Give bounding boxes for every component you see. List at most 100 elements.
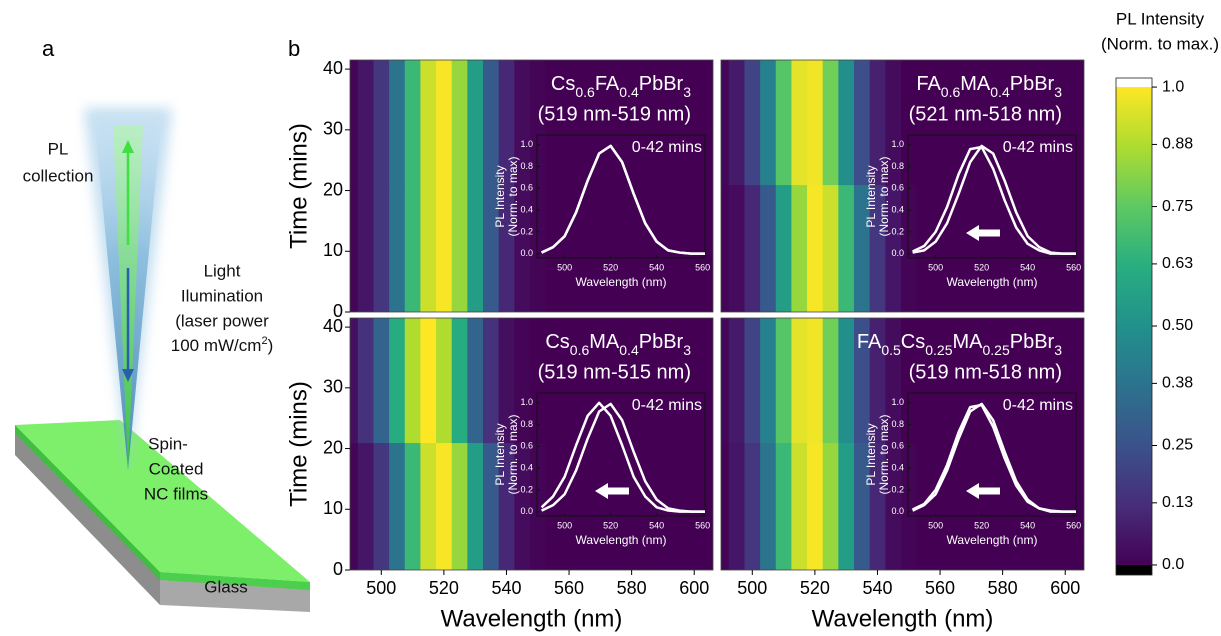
heatmap-cell: [545, 318, 562, 444]
y-tick-label: 40: [323, 316, 343, 336]
title-subscript: 0.6: [941, 84, 961, 100]
inset-x-tick-label: 560: [1066, 520, 1081, 530]
heatmap-cell: [404, 184, 422, 312]
x-tick-label: 580: [617, 578, 647, 598]
heatmap-cell: [728, 442, 746, 570]
inset-y-tick-label: 1.0: [891, 397, 904, 407]
heatmap-cell: [838, 442, 855, 570]
y-tick-label: 30: [323, 377, 343, 397]
heatmap-cell: [655, 442, 672, 570]
heatmap-cell: [482, 184, 500, 312]
plot-frame: [720, 317, 1085, 571]
heatmap-cell: [900, 60, 918, 186]
y-tick-label: 0: [333, 301, 343, 321]
annotation-part: ): [268, 336, 274, 355]
heatmap-cell: [350, 442, 359, 570]
heatmap-cell: [467, 184, 484, 312]
heatmap-cell: [791, 60, 808, 186]
heatmap-cell: [404, 60, 422, 186]
heatmap: [350, 60, 713, 312]
heatmap-cell: [592, 184, 609, 312]
heatmap-cell: [451, 60, 468, 186]
heatmap-cell: [545, 60, 562, 186]
heatmap-cell: [498, 60, 515, 186]
annotation: 100 mW/cm2): [171, 335, 273, 356]
heatmap: [721, 318, 1084, 570]
title-part: PbBr: [1010, 331, 1055, 353]
heatmap-cell: [623, 184, 641, 312]
heatmap-cell: [670, 442, 688, 570]
colorbar-tick-label: 1.0: [1162, 78, 1184, 95]
title-subscript: 3: [683, 342, 691, 358]
heatmap-cell: [1073, 60, 1084, 186]
heatmap-cell: [885, 318, 902, 444]
slab-side: [15, 425, 160, 605]
inset-annotation: 0-42 mins: [632, 397, 702, 414]
heatmap-cell: [791, 442, 808, 570]
heatmap-cell: [916, 318, 933, 444]
heatmap-cell: [1057, 442, 1074, 570]
colorbar-tick-label: 0.50: [1162, 317, 1193, 334]
heatmap-cell: [623, 60, 641, 186]
annotation: (laser power: [175, 311, 269, 330]
heatmap-cell: [373, 318, 390, 444]
inset-y-tick-label: 0.8: [520, 419, 533, 429]
heatmap-cell: [420, 318, 437, 444]
heatmap-cell: [994, 184, 1012, 312]
heatmap-cell: [822, 318, 839, 444]
heatmap-cell: [350, 60, 359, 186]
heatmap-cell: [728, 60, 746, 186]
heatmap-cell: [994, 318, 1012, 444]
inset-y-tick-label: 0.2: [520, 226, 533, 236]
title-part: FA: [595, 73, 620, 95]
plot-frame: [720, 59, 1085, 313]
title-subscript: 0.4: [990, 84, 1010, 100]
title-part: MA: [589, 331, 620, 353]
heatmap-cell: [514, 184, 531, 312]
inset-y-tick-label: 0.8: [891, 419, 904, 429]
heatmap-cell: [686, 442, 703, 570]
heatmap-cell: [979, 442, 996, 570]
y-tick-label: 10: [323, 498, 343, 518]
heatmap-cell: [592, 442, 609, 570]
plot-frame: [349, 317, 714, 571]
inset-annotation: 0-42 mins: [1003, 139, 1073, 156]
heatmap-cell: [670, 60, 688, 186]
inset-x-tick-label: 500: [928, 262, 943, 272]
inset-x-tick-label: 560: [695, 262, 710, 272]
heatmap-cell: [451, 318, 468, 444]
heatmap-cell: [514, 318, 531, 444]
heatmap-cell: [791, 318, 808, 444]
heatmap-cell: [670, 318, 688, 444]
colorbar-title: PL Intensity: [1116, 9, 1205, 28]
panel-subtitle: (519 nm-515 nm): [538, 361, 691, 383]
title-subscript: 0.5: [881, 342, 901, 358]
inset-y-label: PL Intensity: [493, 165, 507, 227]
x-tick-label: 560: [554, 578, 584, 598]
heatmap-cell: [853, 184, 871, 312]
heatmap-cell: [608, 60, 625, 186]
heatmap-cell: [1041, 318, 1059, 444]
heatmap-cell: [932, 442, 949, 570]
inset-x-tick-label: 540: [649, 262, 664, 272]
heatmap-cell: [373, 60, 390, 186]
y-tick-label: 20: [323, 179, 343, 199]
heatmap-cell: [357, 442, 375, 570]
heatmap-cell: [639, 184, 656, 312]
inset-y-tick-label: 0.2: [891, 226, 904, 236]
heatmap-cell: [760, 184, 777, 312]
heatmap-cell: [721, 442, 730, 570]
y-tick-label: 0: [333, 559, 343, 579]
heatmap-cell: [608, 184, 625, 312]
panel-title: FA0.6MA0.4PbBr3: [916, 73, 1062, 99]
heatmap-cell: [1041, 60, 1059, 186]
inset-y-tick-label: 0.4: [891, 204, 904, 214]
annotation-part: 100 mW/cm: [171, 336, 262, 355]
heatmap-cell: [1010, 184, 1027, 312]
inset-y-tick-label: 0.0: [520, 506, 533, 516]
x-tick-label: 580: [988, 578, 1018, 598]
inset-y-tick-label: 0.4: [520, 462, 533, 472]
x-tick-label: 500: [366, 578, 396, 598]
heatmap-cell: [744, 442, 761, 570]
heatmap-cell: [775, 60, 793, 186]
